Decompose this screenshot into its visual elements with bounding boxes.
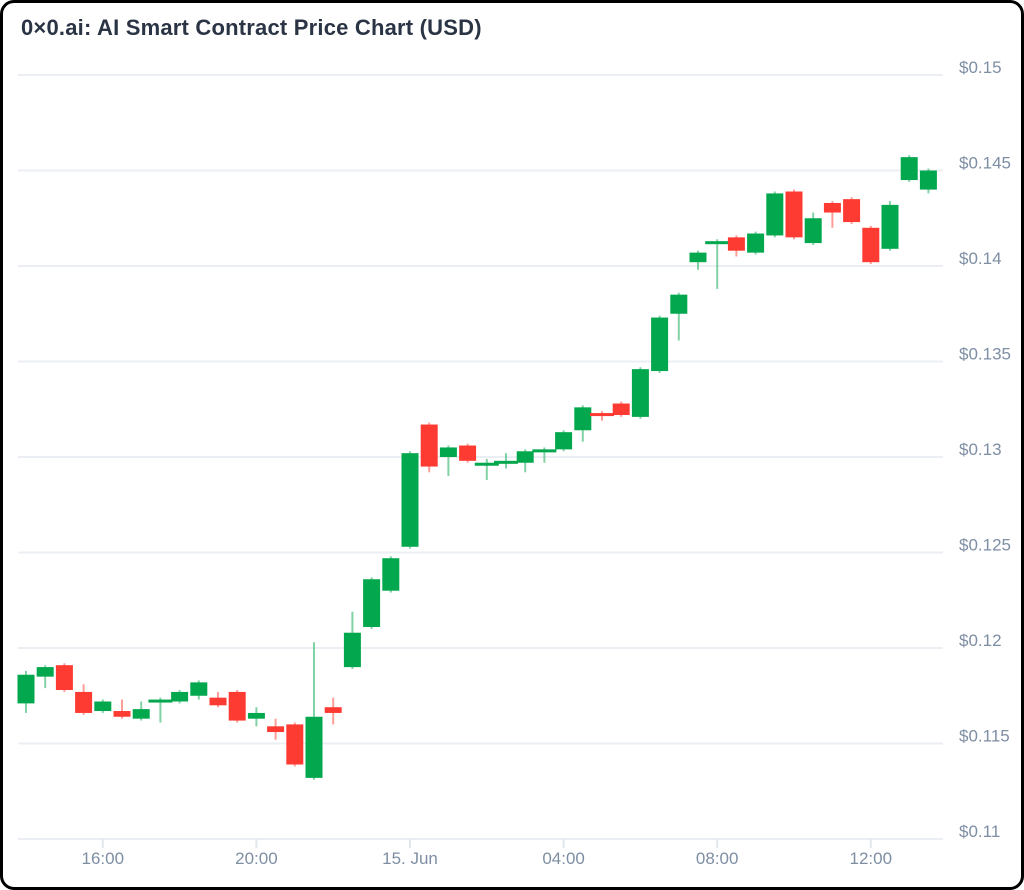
candle-18:30[interactable] <box>190 682 208 696</box>
candle-05:30[interactable] <box>612 403 630 415</box>
candle-01:00[interactable] <box>439 447 457 457</box>
candle-10:00[interactable] <box>785 191 803 238</box>
candle-10:30[interactable] <box>804 218 822 244</box>
y-axis-label: $0.15 <box>959 58 1002 77</box>
y-axis-label: $0.135 <box>959 345 1011 364</box>
y-axis-label: $0.14 <box>959 249 1002 268</box>
candle-17:00[interactable] <box>132 709 150 719</box>
candle-00:00[interactable] <box>401 453 419 547</box>
candle-09:30[interactable] <box>766 193 784 236</box>
candle-03:00[interactable] <box>516 451 534 463</box>
candle-22:30[interactable] <box>343 632 361 668</box>
x-axis-label: 12:00 <box>850 849 893 868</box>
candle-06:00[interactable] <box>631 369 649 417</box>
candle-21:00[interactable] <box>286 724 304 765</box>
candle-00:30[interactable] <box>420 424 438 467</box>
x-axis-label: 04:00 <box>542 849 585 868</box>
candle-18:00[interactable] <box>171 691 189 702</box>
candle-21:30[interactable] <box>305 716 323 778</box>
candle-22:00[interactable] <box>324 707 342 713</box>
candle-07:00[interactable] <box>670 294 688 314</box>
y-axis-label: $0.13 <box>959 440 1002 459</box>
y-axis-label: $0.11 <box>959 822 1000 841</box>
candle-15:30[interactable] <box>75 691 93 713</box>
candle-04:30[interactable] <box>574 407 592 431</box>
candle-03:30[interactable] <box>532 449 557 453</box>
candle-07:30[interactable] <box>689 252 707 263</box>
candle-16:00[interactable] <box>94 701 112 712</box>
y-axis-label: $0.145 <box>959 154 1011 173</box>
price-chart[interactable]: $0.15 $0.145 $0.14 $0.135 $0.13 $0.125 $0.12 $0… <box>3 3 1024 890</box>
candle-02:00[interactable] <box>474 462 499 466</box>
candle-04:00[interactable] <box>555 432 573 450</box>
candle-01:30[interactable] <box>459 445 477 461</box>
x-axis-label: 08:00 <box>696 849 739 868</box>
chart-title: 0×0.ai: AI Smart Contract Price Chart (U… <box>21 15 482 40</box>
candle-09:00[interactable] <box>747 233 765 253</box>
candle-15:00[interactable] <box>55 665 73 691</box>
candle-12:30[interactable] <box>881 204 899 249</box>
x-axis-label: 15. Jun <box>382 849 438 868</box>
candle-20:00[interactable] <box>247 712 265 719</box>
candle-20:30[interactable] <box>267 726 285 733</box>
candle-14:30[interactable] <box>36 667 54 677</box>
candle-13:30[interactable] <box>919 170 937 190</box>
y-axis-label: $0.115 <box>959 727 1010 746</box>
candle-08:00[interactable] <box>705 241 730 245</box>
candle-13:00[interactable] <box>900 157 918 181</box>
candle-14:00[interactable] <box>17 674 35 704</box>
candle-05:00[interactable] <box>590 413 614 417</box>
candle-17:30[interactable] <box>148 699 173 703</box>
x-axis-label: 20:00 <box>235 849 278 868</box>
candle-12:00[interactable] <box>862 227 880 263</box>
candle-16:30[interactable] <box>113 711 131 717</box>
candle-19:30[interactable] <box>228 691 246 721</box>
x-axis-label: 16:00 <box>82 849 125 868</box>
candle-06:30[interactable] <box>651 317 669 372</box>
candle-11:30[interactable] <box>843 199 861 223</box>
candle-23:30[interactable] <box>382 558 400 591</box>
candle-08:30[interactable] <box>727 237 745 251</box>
candle-02:30[interactable] <box>494 460 518 464</box>
candle-23:00[interactable] <box>363 579 381 627</box>
y-axis-label: $0.125 <box>959 536 1011 555</box>
y-axis-label: $0.12 <box>959 631 1002 650</box>
candle-11:00[interactable] <box>823 202 841 213</box>
candle-19:00[interactable] <box>209 697 227 706</box>
